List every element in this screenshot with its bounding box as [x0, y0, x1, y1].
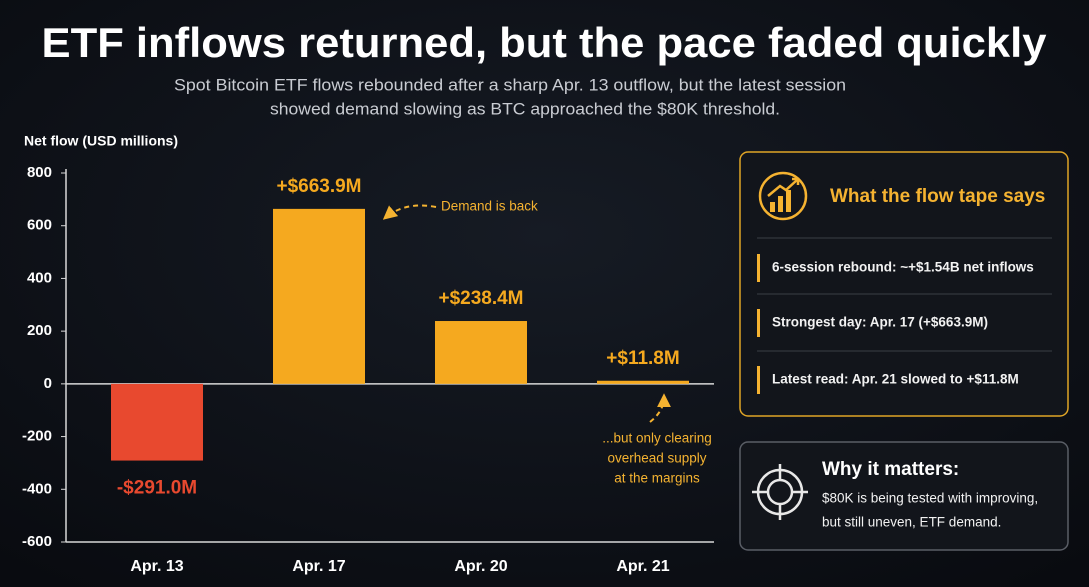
- target-icon: [752, 464, 808, 520]
- y-tick-label: -600: [22, 533, 52, 550]
- bar: [597, 380, 689, 384]
- y-tick-label: 400: [27, 269, 52, 286]
- panel: [739, 441, 1069, 551]
- value-label: +$11.8M: [606, 348, 679, 369]
- panel-heading: What the flow tape says: [830, 186, 1045, 207]
- x-tick-label: Apr. 21: [616, 558, 669, 575]
- x-tick-label: Apr. 17: [292, 558, 345, 575]
- annotation: ...but only clearing: [602, 431, 712, 446]
- panel-text: $80K is being tested with improving,: [822, 491, 1038, 506]
- value-label: -$291.0M: [117, 478, 197, 499]
- x-tick-label: Apr. 13: [130, 558, 183, 575]
- annotation: at the margins: [614, 471, 700, 486]
- chart-title: ETF inflows returned, but the pace faded…: [42, 19, 1048, 66]
- panel-item: Strongest day: Apr. 17 (+$663.9M): [772, 315, 988, 330]
- item-accent: [757, 254, 760, 282]
- panel-heading: Why it matters:: [822, 459, 959, 480]
- plot: -600 -400 -200 0 200 400 600 800 Apr. 13 -$291.0M…: [22, 164, 714, 575]
- y-axis-label: Net flow (USD millions): [24, 133, 178, 149]
- y-tick-label: -200: [22, 428, 52, 445]
- bar: [435, 321, 527, 384]
- item-accent: [757, 366, 760, 394]
- panel-item: 6-session rebound: ~+$1.54B net inflows: [772, 260, 1034, 275]
- y-tick-label: 0: [44, 375, 52, 392]
- panel-text: but still uneven, ETF demand.: [822, 515, 1001, 530]
- bar: [273, 208, 365, 384]
- annotation: Demand is back: [441, 199, 538, 214]
- panel-item: Latest read: Apr. 21 slowed to +$11.8M: [772, 372, 1019, 387]
- item-accent: [757, 309, 760, 337]
- chart-icon: [758, 171, 808, 221]
- subtitle: Spot Bitcoin ETF flows rebounded after a…: [174, 76, 846, 94]
- annotation: overhead supply: [607, 451, 706, 466]
- subtitle: showed demand slowing as BTC approached …: [270, 100, 780, 118]
- bar: [111, 383, 203, 461]
- y-tick-label: 600: [27, 217, 52, 234]
- y-tick-label: 200: [27, 322, 52, 339]
- annotation-arrow: [382, 204, 437, 220]
- panel: [739, 151, 1069, 417]
- annotation-arrow: [649, 393, 671, 423]
- y-tick-label: 800: [27, 164, 52, 181]
- value-label: +$663.9M: [276, 176, 361, 197]
- y-tick-label: -400: [22, 480, 52, 497]
- value-label: +$238.4M: [438, 288, 523, 309]
- x-tick-label: Apr. 20: [454, 558, 507, 575]
